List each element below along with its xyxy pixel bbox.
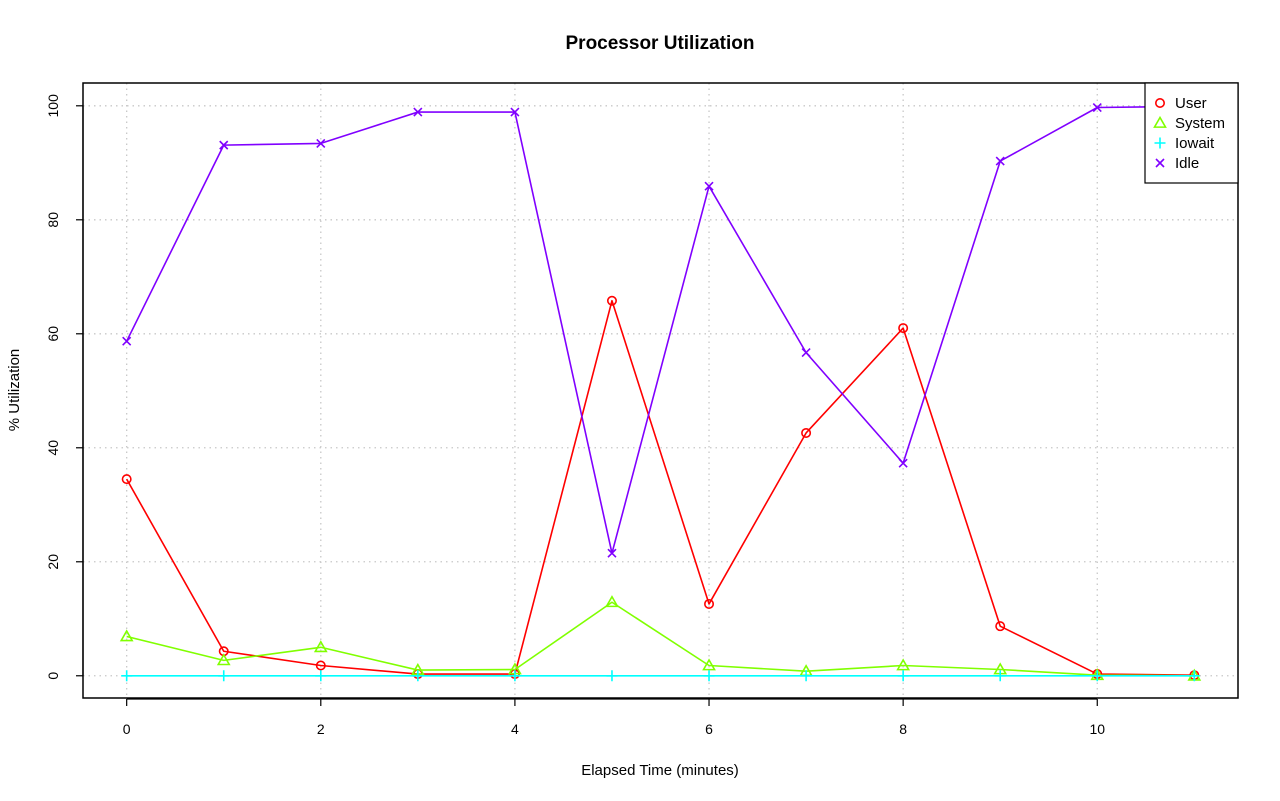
legend-marker-system: [1153, 115, 1167, 128]
system-point: [313, 640, 328, 653]
series-idle: [122, 101, 1199, 558]
system-line: [126, 601, 1195, 677]
plot-frame: [82, 82, 1239, 699]
user-line: [125, 299, 1195, 677]
x-tick-label: 0: [123, 721, 131, 737]
iowait-point: [897, 670, 909, 682]
legend-marker-user: [1155, 98, 1166, 109]
series-layer: [119, 101, 1202, 682]
iowait-point: [606, 670, 618, 682]
idle-point: [704, 181, 714, 191]
legend-marker-idle: [1155, 158, 1165, 168]
user-point: [315, 660, 326, 671]
iowait-point: [509, 670, 521, 682]
idle-point: [510, 107, 520, 117]
y-tick-label: 100: [45, 94, 61, 118]
system-point: [605, 595, 619, 608]
x-tick-label: 8: [899, 721, 907, 737]
iowait-point: [994, 670, 1006, 682]
x-tick-label: 6: [705, 721, 713, 737]
idle-point: [413, 107, 423, 117]
legend-marker-iowait: [1154, 137, 1166, 149]
y-tick-label: 20: [45, 554, 61, 570]
legend-box: [1144, 82, 1239, 184]
system-point: [216, 653, 231, 666]
idle-line: [125, 105, 1195, 555]
idle-point: [801, 348, 811, 358]
iowait-point: [1091, 670, 1103, 682]
chart-title: Processor Utilization: [566, 33, 755, 54]
idle-point: [316, 138, 326, 148]
x-tick-label: 2: [317, 721, 325, 737]
series-user: [121, 295, 1200, 681]
iowait-point: [800, 670, 812, 682]
user-point: [606, 295, 617, 306]
idle-point: [1092, 102, 1102, 113]
y-tick-label: 0: [45, 672, 61, 680]
x-tick-label: 4: [511, 721, 519, 737]
user-point: [704, 598, 715, 609]
y-tick-label: 80: [45, 212, 61, 228]
iowait-point: [1188, 670, 1200, 682]
iowait-point: [218, 670, 230, 682]
user-point: [995, 621, 1006, 632]
series-system: [119, 595, 1202, 681]
iowait-point: [315, 670, 327, 682]
system-point: [702, 658, 716, 671]
grid: [83, 83, 1238, 698]
legend-label-system: System: [1175, 115, 1225, 132]
iowait-point: [412, 670, 424, 682]
idle-point: [219, 140, 229, 150]
idle-point: [898, 458, 908, 468]
idle-point: [995, 156, 1005, 166]
x-tick-label: 10: [1089, 721, 1105, 737]
y-tick-label: 60: [45, 326, 61, 342]
x-axis-label: Elapsed Time (minutes): [581, 762, 739, 779]
user-point: [898, 323, 909, 334]
user-point: [801, 427, 812, 438]
legend-label-user: User: [1175, 95, 1207, 112]
series-iowait: [121, 670, 1200, 682]
legend: User System Iowait Idle: [1144, 82, 1239, 184]
iowait-point: [121, 670, 133, 682]
legend-label-idle: Idle: [1175, 155, 1199, 172]
idle-point: [607, 548, 617, 558]
legend-label-iowait: Iowait: [1175, 135, 1215, 152]
iowait-point: [703, 670, 715, 682]
system-point: [896, 658, 911, 671]
system-point: [119, 629, 134, 642]
user-point: [121, 474, 132, 485]
idle-point: [122, 336, 132, 346]
y-tick-label: 40: [45, 440, 61, 456]
y-axis-label: % Utilization: [6, 349, 23, 432]
